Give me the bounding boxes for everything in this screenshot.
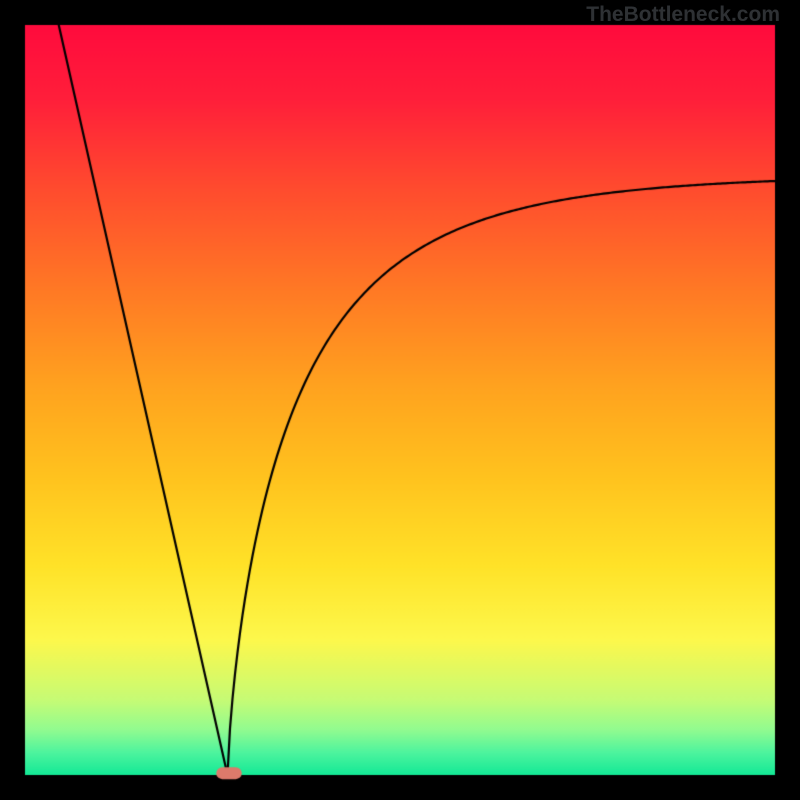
chart-wrapper: { "canvas": { "width": 800, "height": 80… <box>0 0 800 800</box>
watermark-text: TheBottleneck.com <box>586 3 780 27</box>
bottleneck-curve-chart <box>0 0 800 800</box>
